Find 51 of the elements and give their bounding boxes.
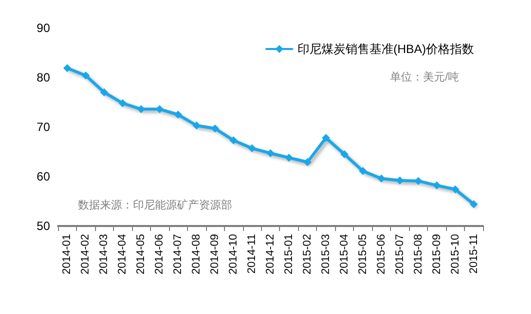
point <box>432 181 441 190</box>
point <box>266 149 274 158</box>
point <box>174 110 182 119</box>
x-tick-label: 2014-03 <box>98 234 110 274</box>
x-tick-label: 2015-06 <box>375 234 388 274</box>
x-tick-label: 2015-05 <box>356 234 369 274</box>
y-tick-label: 70 <box>36 120 50 134</box>
x-tick-label: 2015-09 <box>430 234 443 274</box>
y-tick-label: 60 <box>36 170 50 184</box>
point <box>340 150 348 158</box>
point <box>248 144 256 152</box>
point <box>82 72 90 80</box>
y-tick-label: 80 <box>36 70 50 84</box>
annotation: 数据来源：印尼能源矿产资源部 <box>78 198 232 212</box>
point <box>156 105 164 114</box>
x-tick-label: 2015-04 <box>338 234 350 274</box>
x-tick-label: 2015-01 <box>282 234 295 274</box>
point <box>451 185 460 194</box>
x-tick-label: 2014-09 <box>209 234 222 274</box>
x-tick-label: 2014-08 <box>190 234 203 274</box>
point <box>230 136 238 144</box>
x-tick-label: 2014-12 <box>264 234 276 274</box>
point <box>63 64 72 72</box>
x-tick-label: 2014-07 <box>172 234 184 274</box>
point <box>118 99 127 108</box>
x-tick-label: 2015-03 <box>320 234 332 274</box>
point <box>322 134 330 142</box>
x-tick-label: 2014-02 <box>80 234 92 274</box>
point <box>284 154 293 162</box>
point <box>100 88 108 96</box>
x-tick-label: 2015-11 <box>468 234 480 274</box>
y-tick-label: 50 <box>36 219 50 233</box>
point <box>358 167 367 176</box>
x-tick-label: 2014-04 <box>116 234 129 274</box>
point <box>303 158 312 166</box>
x-tick-label: 2014-06 <box>154 234 166 274</box>
legend-label: 印尼煤炭销售基准(HBA)价格指数 <box>297 42 474 56</box>
annotation: 单位：美元/吨 <box>390 70 460 84</box>
point <box>396 176 404 184</box>
x-tick-label: 2015-10 <box>449 234 462 274</box>
x-tick-label: 2014-01 <box>61 234 74 274</box>
x-tick-label: 2015-07 <box>394 234 406 274</box>
x-tick-label: 2014-10 <box>228 234 240 274</box>
point <box>211 124 220 132</box>
point <box>377 174 386 182</box>
x-tick-label: 2015-08 <box>412 234 424 274</box>
x-tick-label: 2014-05 <box>135 234 148 274</box>
x-tick-label: 2014-11 <box>246 234 258 274</box>
y-tick-label: 90 <box>36 21 50 35</box>
x-tick-label: 2015-02 <box>301 234 314 274</box>
point <box>470 200 478 208</box>
